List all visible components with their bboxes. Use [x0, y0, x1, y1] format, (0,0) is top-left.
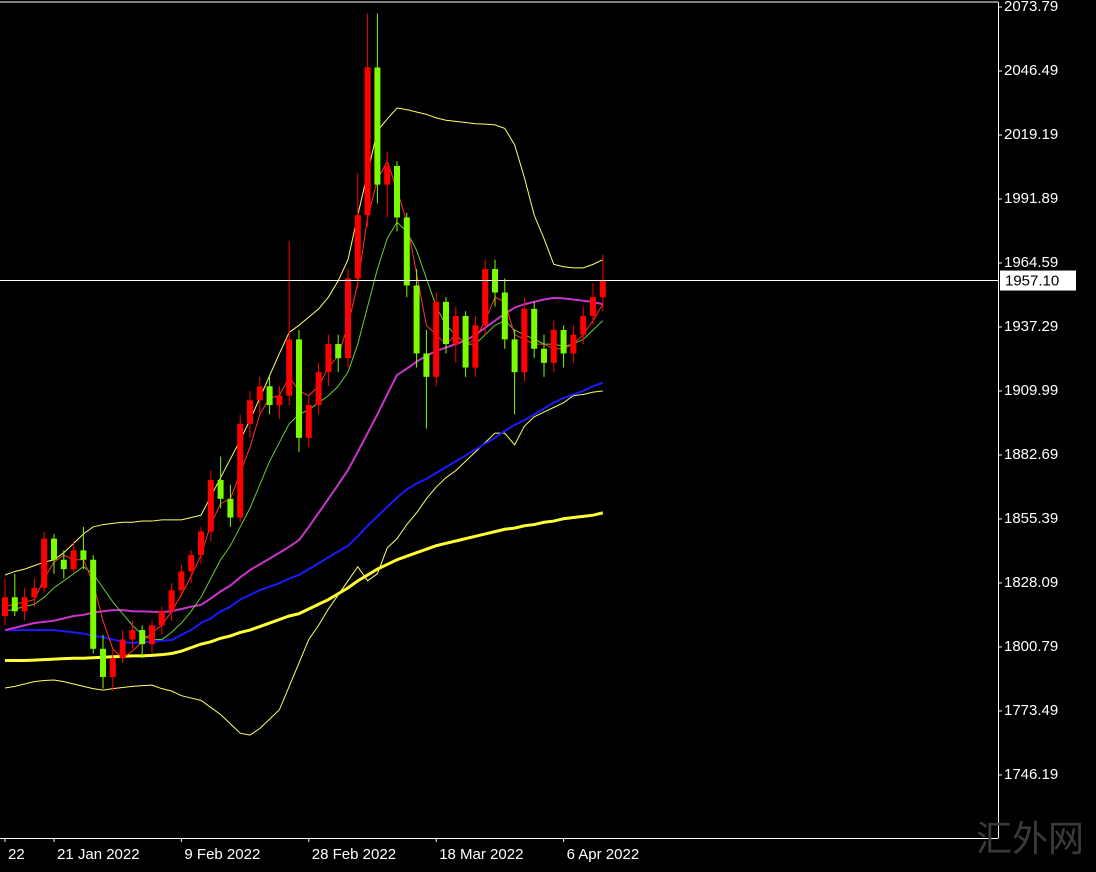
y-tick-label: 1882.69: [1004, 446, 1058, 463]
candle-body: [345, 278, 351, 359]
candle-body: [256, 386, 263, 401]
y-tick-label: 1746.19: [1004, 766, 1058, 783]
y-tick-label: 1909.99: [1004, 382, 1058, 399]
candle-body: [315, 372, 322, 406]
candle-body: [276, 395, 283, 406]
candle-body: [521, 308, 528, 373]
candle-body: [335, 344, 342, 359]
candle-body: [129, 630, 136, 640]
candle-body: [168, 590, 175, 612]
candle-body: [237, 423, 244, 518]
x-tick-label: 18 Mar 2022: [439, 846, 523, 863]
candle-body: [599, 280, 606, 298]
candle-body: [266, 386, 273, 406]
candle-body: [354, 215, 361, 279]
y-tick-label: 1773.49: [1004, 702, 1058, 719]
candle-body: [41, 538, 48, 588]
candle-body: [482, 269, 489, 326]
candle-body: [198, 531, 204, 556]
candle-body: [580, 315, 587, 335]
x-tick-label: 6 Apr 2022: [567, 846, 640, 863]
candle-body: [227, 498, 234, 518]
watermark: 汇外网: [976, 819, 1084, 860]
candle-body: [541, 348, 547, 363]
candle-body: [394, 165, 400, 218]
candle-body: [11, 597, 18, 612]
candle-body: [374, 67, 381, 185]
y-tick-label: 1855.39: [1004, 510, 1058, 527]
candle-body: [90, 559, 97, 649]
y-tick-label: 1991.89: [1004, 190, 1058, 207]
candle-body: [178, 571, 185, 591]
y-tick-label: 1828.09: [1004, 574, 1058, 591]
candle-body: [452, 315, 459, 345]
candle-body: [590, 297, 596, 316]
candle-body: [207, 480, 214, 532]
y-tick-label: 2019.19: [1004, 126, 1058, 143]
candle-body: [443, 301, 449, 345]
y-tick-label: 2073.79: [1004, 0, 1058, 15]
candle-body: [2, 597, 8, 617]
indicator-line: [5, 381, 604, 644]
candle-body: [403, 217, 410, 286]
candle-body: [560, 330, 567, 354]
candle-body: [119, 639, 126, 659]
indicator-line: [4, 107, 604, 576]
candle-body: [550, 330, 557, 363]
candle-body: [109, 658, 116, 677]
candle-body: [423, 353, 430, 377]
candle-body: [188, 555, 195, 572]
candle-body: [384, 165, 391, 185]
candle-body: [531, 308, 538, 349]
candle-body: [296, 339, 302, 438]
candle-body: [70, 550, 77, 570]
candle-body: [158, 611, 165, 626]
candle-body: [462, 315, 469, 368]
candle-body: [413, 285, 420, 354]
y-tick-label: 1800.79: [1004, 638, 1058, 655]
candle-body: [305, 405, 312, 438]
candle-body: [149, 625, 155, 645]
candle-body: [60, 559, 67, 570]
candle-body: [501, 292, 508, 340]
current-price-label: 1957.10: [1005, 273, 1059, 290]
x-tick-label: 21 Jan 2022: [57, 846, 140, 863]
candle-body: [511, 339, 518, 373]
candle-body: [570, 334, 577, 354]
x-tick-label: 22: [8, 846, 25, 863]
candle-body: [100, 648, 106, 677]
y-tick-label: 1937.29: [1004, 318, 1058, 335]
y-tick-label: 1964.59: [1004, 254, 1058, 271]
x-tick-label: 28 Feb 2022: [312, 846, 396, 863]
plot-area: [2, 13, 606, 736]
candle-body: [472, 325, 479, 368]
candle-body: [51, 538, 57, 560]
candle-body: [139, 630, 146, 645]
candle-body: [433, 301, 440, 377]
current-price-box: [1000, 270, 1076, 291]
candle-body: [80, 550, 87, 560]
candle-body: [364, 67, 371, 216]
candle-body: [217, 480, 224, 499]
y-tick-label: 2046.49: [1004, 62, 1058, 79]
x-tick-label: 9 Feb 2022: [184, 846, 260, 863]
candle-body: [21, 597, 28, 612]
candle-body: [286, 339, 293, 396]
candle-body: [325, 344, 332, 373]
candle-body: [247, 400, 253, 424]
candle-body: [31, 587, 38, 598]
